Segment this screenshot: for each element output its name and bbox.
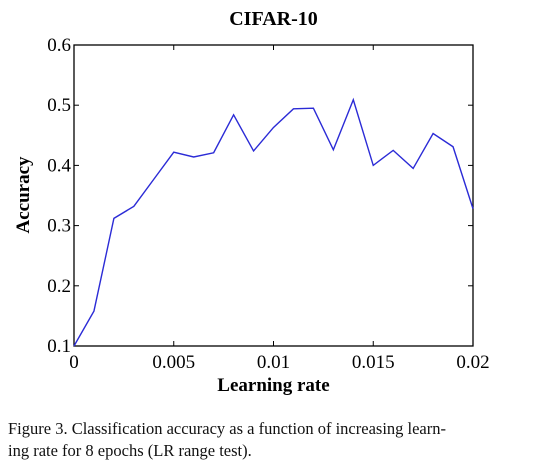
x-tick-label: 0.01 <box>257 352 290 373</box>
y-tick-label: 0.6 <box>47 35 71 56</box>
plot-series <box>73 97 474 347</box>
y-tick-label: 0.4 <box>47 155 71 176</box>
axis-ticks: 0 0.005 0.01 0.015 0.02 0.1 0.2 0.3 0.4 0.5 0.6 <box>47 35 489 373</box>
figure-caption: Figure 3. Classification accuracy as a f… <box>8 418 528 462</box>
caption-line-2: ing rate for 8 epochs (LR range test). <box>8 441 252 460</box>
y-tick-label: 0.5 <box>47 95 71 116</box>
accuracy-line <box>73 97 474 347</box>
chart-figure: CIFAR-10 0 0.005 0.01 0.015 0.02 0.1 0.2 0.3 0.4… <box>13 8 490 396</box>
plot-axes <box>73 44 474 347</box>
x-tick-label: 0 <box>69 352 79 373</box>
x-tick-label: 0.02 <box>456 352 489 373</box>
chart-title: CIFAR-10 <box>229 8 318 30</box>
y-tick-label: 0.2 <box>47 276 71 297</box>
y-tick-label: 0.3 <box>47 216 71 237</box>
x-axis-label: Learning rate <box>217 375 329 396</box>
x-tick-label: 0.005 <box>152 352 195 373</box>
caption-line-1: Figure 3. Classification accuracy as a f… <box>8 419 446 438</box>
x-tick-label: 0.015 <box>352 352 395 373</box>
y-tick-label: 0.1 <box>47 336 71 357</box>
y-axis-label: Accuracy <box>13 156 34 234</box>
plot-frame <box>73 44 474 347</box>
